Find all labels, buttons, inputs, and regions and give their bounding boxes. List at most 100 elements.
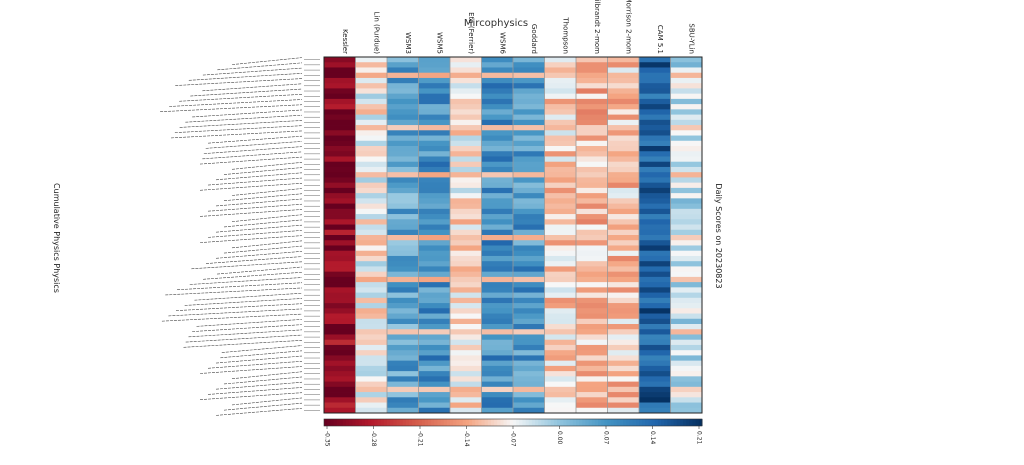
heatmap-cell <box>355 355 388 362</box>
colorbar-tick-label: -0.07 <box>510 431 517 447</box>
heatmap-cell <box>513 407 545 414</box>
heatmap-cell <box>544 334 577 341</box>
heatmap-cell <box>670 355 703 362</box>
heatmap-cell <box>481 402 514 409</box>
heatmap-cell <box>670 93 703 100</box>
colorbar-segment <box>509 419 514 426</box>
heatmap-cell <box>639 297 671 304</box>
heatmap-cell <box>450 156 482 163</box>
heatmap-cell <box>481 198 514 204</box>
colorbar-segment <box>594 419 599 426</box>
heatmap-cell <box>450 177 482 184</box>
heatmap-cell <box>387 57 419 63</box>
heatmap-cell <box>355 360 388 367</box>
heatmap-cell <box>544 271 577 278</box>
heatmap-cell <box>576 350 608 356</box>
heatmap-cell <box>387 240 419 246</box>
heatmap-cell <box>576 104 608 110</box>
heatmap-cell <box>639 119 671 126</box>
heatmap-cell <box>324 334 356 341</box>
heatmap-cell <box>544 329 577 335</box>
heatmap-cell <box>576 392 608 398</box>
heatmap-cell <box>355 297 388 304</box>
heatmap-cell <box>355 119 388 126</box>
heatmap-cell <box>670 381 703 388</box>
row-label-mark <box>168 308 303 317</box>
row-label-mark <box>215 251 303 259</box>
heatmap-cell <box>670 261 703 267</box>
colorbar-segment <box>500 419 505 426</box>
heatmap-cell <box>387 386 419 393</box>
heatmap-cell <box>324 303 356 309</box>
heatmap-cell <box>355 392 388 398</box>
heatmap-cell <box>418 350 451 356</box>
heatmap-cell <box>481 208 514 215</box>
heatmap-cell <box>355 88 388 95</box>
heatmap-cell <box>324 187 356 194</box>
heatmap-cell <box>355 208 388 215</box>
heatmap-cell <box>324 161 356 168</box>
heatmap-cell <box>450 208 482 215</box>
heatmap-cell <box>670 88 703 95</box>
heatmap-cell <box>639 193 671 199</box>
heatmap-cell <box>387 224 419 231</box>
heatmap-cell <box>670 324 703 330</box>
heatmap-cell <box>607 292 640 299</box>
heatmap-cell <box>544 62 577 68</box>
heatmap-cell <box>418 386 451 393</box>
row-label-mark <box>207 230 303 238</box>
heatmap-cell <box>481 119 514 126</box>
row-label-mark <box>207 177 303 186</box>
heatmap-cell <box>607 77 640 84</box>
heatmap-cell <box>387 344 419 351</box>
heatmap-cell <box>387 203 419 210</box>
heatmap-cell <box>576 334 608 341</box>
heatmap-cell <box>513 161 545 168</box>
heatmap-cell <box>324 104 356 110</box>
heatmap-cell <box>387 177 419 184</box>
colorbar-segment <box>393 419 397 426</box>
heatmap-cell <box>607 135 640 142</box>
heatmap-cell <box>450 303 482 309</box>
heatmap-cell <box>607 303 640 309</box>
heatmap-cell <box>607 172 640 178</box>
heatmap-cell <box>513 334 545 341</box>
heatmap-cell <box>355 98 388 105</box>
colorbar-segment <box>481 419 486 426</box>
row-label-mark <box>223 167 303 175</box>
heatmap-cell <box>607 313 640 320</box>
heatmap-cell <box>607 287 640 293</box>
heatmap-cell <box>387 407 419 414</box>
row-label-mark <box>207 387 303 395</box>
heatmap-cell <box>607 229 640 236</box>
heatmap-cell <box>324 240 356 246</box>
heatmap-cell <box>607 93 640 100</box>
heatmap-cell <box>481 276 514 283</box>
heatmap-cell <box>387 381 419 388</box>
heatmap-cell <box>324 318 356 325</box>
row-label-mark <box>194 292 303 301</box>
row-label-mark <box>215 355 303 364</box>
heatmap-cell <box>670 219 703 225</box>
colorbar-segment <box>387 419 391 426</box>
colorbar-segment <box>670 419 675 426</box>
heatmap-cell <box>355 156 388 163</box>
heatmap-cell <box>544 151 577 157</box>
heatmap-cell <box>355 255 388 262</box>
heatmap-cell <box>481 229 514 236</box>
column-label: Thompson <box>561 16 569 54</box>
heatmap-cell <box>355 187 388 194</box>
row-label-mark <box>205 141 303 149</box>
colorbar-segment <box>333 419 338 426</box>
heatmap-cell <box>450 407 482 414</box>
heatmap-cell <box>355 282 388 288</box>
heatmap-cell <box>450 386 482 393</box>
heatmap-cell <box>418 62 451 68</box>
colorbar-segment <box>604 419 608 426</box>
heatmap-cell <box>324 98 356 105</box>
heatmap-cell <box>576 88 608 95</box>
heatmap-cell <box>450 329 482 335</box>
heatmap-cell <box>481 407 514 414</box>
